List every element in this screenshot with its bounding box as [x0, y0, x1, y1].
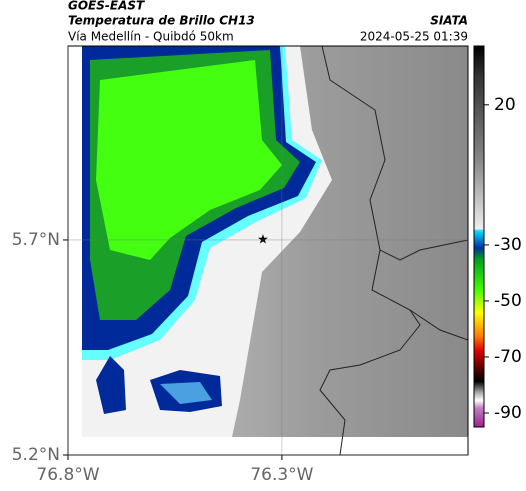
datetime: 2024-05-25 01:39	[360, 30, 468, 44]
colorbar-tick-label: -70	[494, 347, 522, 367]
colorbar-tick-label: 20	[494, 95, 516, 115]
route: Vía Medellín - Quibdó 50km	[68, 30, 234, 44]
y-tick-label: 5.7°N	[12, 230, 60, 250]
colorbar-tick-label: -90	[494, 403, 522, 423]
colorbar	[473, 45, 485, 428]
y-tick-label: 5.2°N	[12, 445, 60, 465]
imagery	[68, 46, 468, 455]
colorbar-tick-label: -50	[494, 291, 522, 311]
source: GOES-EAST	[68, 0, 145, 13]
org: SIATA	[430, 14, 468, 28]
x-tick-label: 76.8°W	[36, 465, 99, 485]
colorbar-tick-label: -30	[494, 235, 522, 255]
product: Temperatura de Brillo CH13	[68, 14, 255, 28]
x-tick-label: 76.3°W	[250, 465, 313, 485]
